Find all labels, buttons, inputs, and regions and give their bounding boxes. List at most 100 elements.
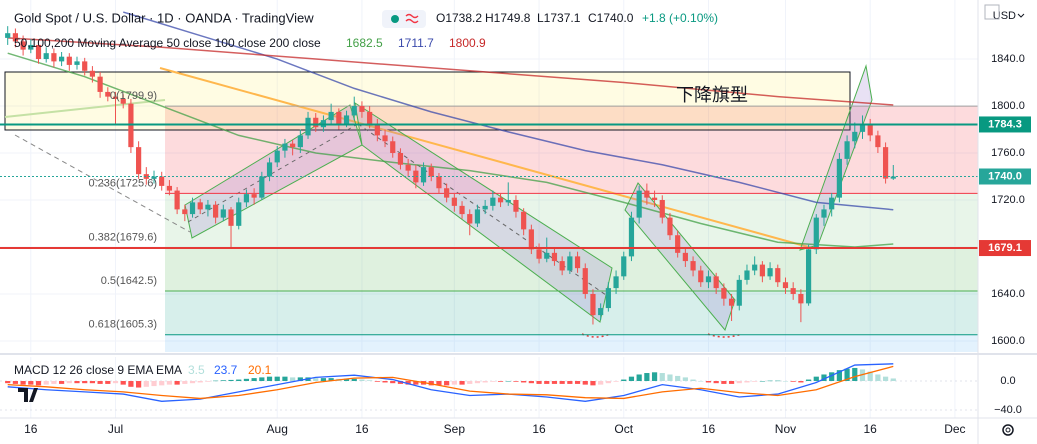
histogram-bar: [28, 381, 34, 385]
candle-body: [82, 61, 88, 71]
candle-body: [459, 205, 465, 215]
histogram-bar: [51, 381, 57, 384]
histogram-bar: [159, 381, 165, 386]
histogram-bar: [367, 380, 373, 382]
candle-body: [721, 288, 727, 299]
candle-body: [259, 176, 265, 198]
price-tag-label: 1679.1: [988, 242, 1022, 254]
histogram-bar: [151, 381, 157, 387]
candle-body: [728, 298, 735, 306]
histogram-bar: [821, 374, 827, 382]
histogram-bar: [174, 381, 180, 385]
candle-body: [136, 147, 142, 175]
trend-line: [14, 134, 191, 233]
candle-body: [767, 268, 773, 277]
candle-body: [490, 197, 496, 206]
histogram-bar: [882, 376, 889, 382]
candle-body: [12, 33, 19, 42]
histogram-bar: [197, 381, 203, 383]
moving-average: [122, 11, 894, 211]
histogram-bar: [744, 381, 750, 383]
candle-body: [166, 185, 173, 191]
histogram-bar: [274, 376, 280, 382]
histogram-bar: [343, 378, 350, 382]
histogram-bar: [728, 381, 735, 384]
candle-body: [505, 199, 511, 203]
histogram-bar: [297, 377, 303, 382]
indicator-pill[interactable]: [382, 10, 426, 28]
candle-body: [559, 261, 565, 271]
macd-title: MACD 12 26 close 9 EMA EMA: [14, 363, 182, 377]
candle-body: [251, 194, 257, 198]
moving-average: [7, 52, 894, 248]
x-tick-label: Jul: [108, 422, 123, 436]
symbol-title: Gold Spot / U.S. Dollar · 1D · OANDA · T…: [14, 10, 314, 25]
currency-dropdown[interactable]: [1017, 13, 1025, 18]
currency[interactable]: USD: [993, 10, 1016, 22]
candle-body: [66, 56, 72, 65]
histogram-bar: [143, 381, 149, 387]
histogram-bar: [682, 377, 688, 382]
candle-body: [567, 256, 573, 271]
candle-body: [605, 288, 611, 309]
histogram-bar: [651, 372, 658, 382]
histogram-bar: [120, 381, 126, 385]
channel: [624, 182, 736, 332]
gear-center[interactable]: [1005, 427, 1011, 433]
macd-line: [7, 365, 894, 400]
ohlc-close: C1740.0: [588, 11, 634, 25]
candle-body: [374, 123, 380, 136]
x-tick-label: Dec: [944, 422, 965, 436]
candle-body: [274, 150, 280, 163]
candle-body: [343, 115, 350, 124]
fib-label: 0(1799.9): [110, 90, 157, 102]
x-tick-label: Aug: [267, 422, 288, 436]
candle-body: [97, 76, 103, 92]
histogram-bar: [43, 381, 49, 385]
box-drawing: [4, 71, 851, 131]
histogram-bar: [413, 381, 419, 385]
corner-button[interactable]: [984, 4, 1000, 20]
histogram-bar: [166, 381, 173, 385]
y-tick-label: 1760.0: [991, 147, 1025, 159]
candle-body: [682, 252, 688, 262]
candle-body: [74, 61, 80, 65]
histogram-bar: [582, 381, 588, 385]
histogram-bar: [220, 380, 226, 382]
status-icon: [405, 13, 419, 24]
histogram-bar: [20, 381, 26, 385]
settings-icon[interactable]: [1002, 424, 1014, 436]
histogram-bar: [644, 373, 650, 382]
drawings: [4, 64, 873, 338]
candle-body: [759, 264, 765, 277]
candle-body: [744, 270, 750, 280]
ohlc-high: H1749.8: [485, 11, 531, 25]
histogram-bar: [313, 378, 319, 382]
candle-body: [43, 53, 49, 60]
candle-body: [405, 164, 411, 171]
candle-body: [436, 176, 442, 189]
histogram-bar: [544, 381, 550, 384]
candle-body: [174, 190, 180, 210]
candle-body: [544, 252, 550, 259]
histogram-bar: [829, 372, 835, 382]
histogram-bar: [752, 381, 758, 382]
candle-body: [297, 135, 303, 148]
candle-body: [644, 190, 650, 198]
gear[interactable]: [1002, 424, 1014, 436]
price-change: +1.8 (+0.10%): [642, 11, 718, 25]
candle-body: [613, 276, 619, 289]
histogram-bar: [667, 374, 673, 382]
histogram-bar: [721, 381, 727, 384]
histogram-bar: [513, 381, 519, 382]
histogram-bar: [474, 381, 481, 384]
y-tick-label: 1720.0: [991, 194, 1025, 206]
histogram-bar: [359, 379, 365, 382]
candle-body: [89, 70, 96, 77]
histogram-bar: [598, 381, 604, 385]
histogram-bar: [536, 381, 542, 384]
ma-value: 1682.5: [346, 36, 383, 50]
ohlc-open: O1738.2: [436, 11, 482, 25]
candle-body: [675, 235, 681, 253]
